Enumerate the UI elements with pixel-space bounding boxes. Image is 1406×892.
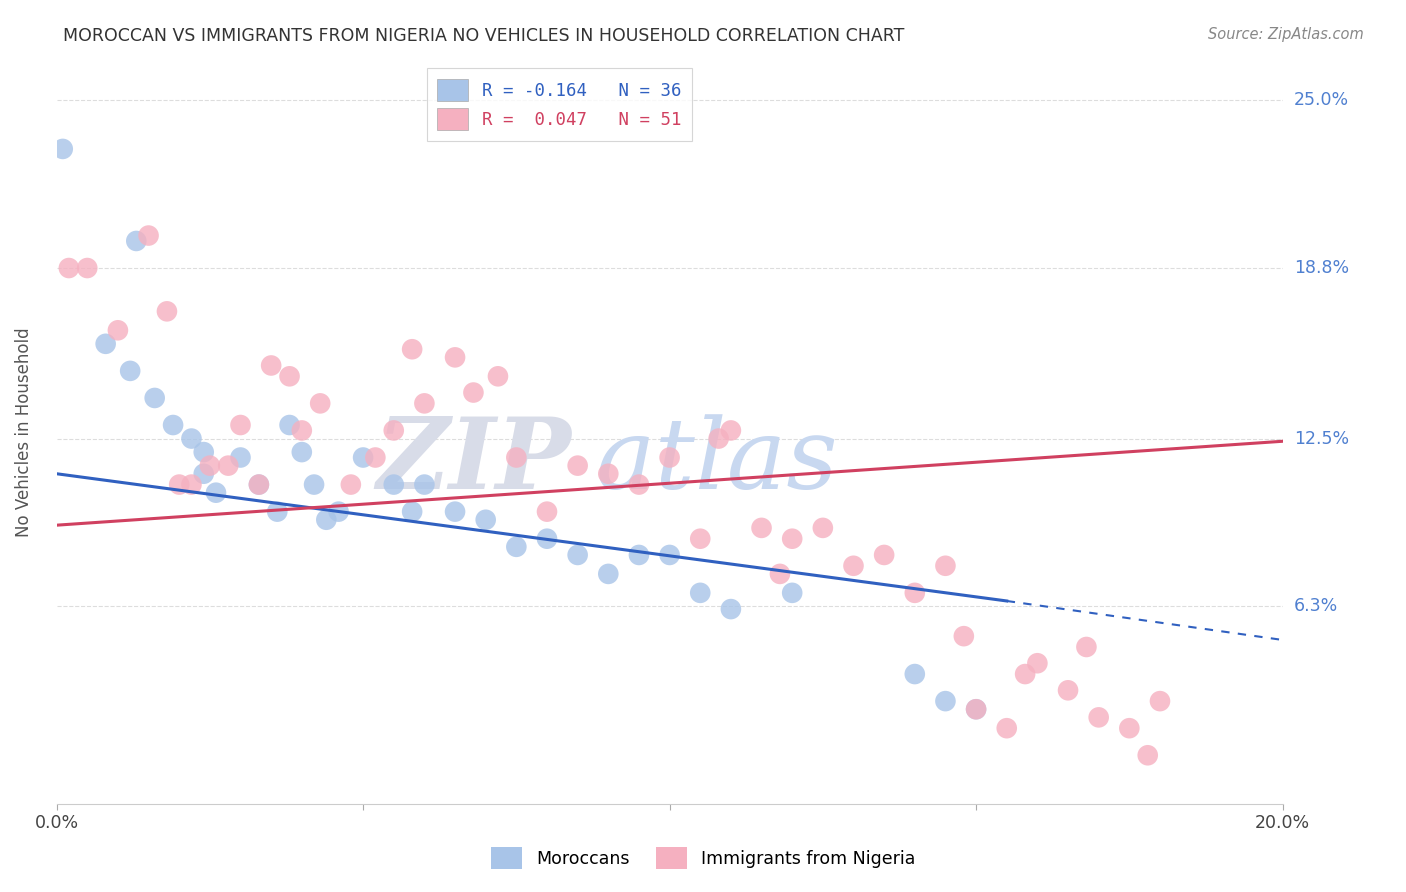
Point <box>291 424 314 438</box>
Legend: R = -0.164   N = 36, R =  0.047   N = 51: R = -0.164 N = 36, R = 0.047 N = 51 <box>426 69 692 141</box>
Point <box>536 505 558 519</box>
Point <box>904 667 927 681</box>
Point <box>474 513 496 527</box>
Point <box>658 450 681 465</box>
Point <box>364 450 387 465</box>
Point <box>205 485 228 500</box>
Point <box>52 142 75 156</box>
Point <box>167 477 190 491</box>
Point <box>953 629 976 643</box>
Point <box>598 566 620 581</box>
Point <box>352 450 374 465</box>
Point <box>965 702 987 716</box>
Text: Source: ZipAtlas.com: Source: ZipAtlas.com <box>1208 27 1364 42</box>
Text: ZIP: ZIP <box>377 413 571 510</box>
Point <box>328 505 350 519</box>
Point <box>842 558 865 573</box>
Point <box>278 369 301 384</box>
Point <box>811 521 834 535</box>
Point <box>291 445 314 459</box>
Point <box>340 477 363 491</box>
Point <box>229 450 252 465</box>
Point <box>309 396 332 410</box>
Point <box>567 548 589 562</box>
Point <box>193 445 215 459</box>
Point <box>156 304 179 318</box>
Text: 12.5%: 12.5% <box>1294 430 1348 448</box>
Text: 6.3%: 6.3% <box>1294 598 1339 615</box>
Point <box>444 351 467 365</box>
Point <box>198 458 221 473</box>
Point <box>505 450 527 465</box>
Point <box>193 467 215 481</box>
Point <box>266 505 288 519</box>
Point <box>1076 640 1098 654</box>
Point <box>260 359 283 373</box>
Point <box>1026 657 1049 671</box>
Point <box>689 532 711 546</box>
Point <box>934 694 956 708</box>
Point <box>658 548 681 562</box>
Point <box>904 586 927 600</box>
Point <box>413 477 436 491</box>
Point <box>689 586 711 600</box>
Point <box>769 566 792 581</box>
Point <box>1136 748 1159 763</box>
Point <box>707 432 730 446</box>
Point <box>162 417 184 432</box>
Point <box>463 385 485 400</box>
Y-axis label: No Vehicles in Household: No Vehicles in Household <box>15 327 32 537</box>
Point <box>567 458 589 473</box>
Point <box>382 477 405 491</box>
Point <box>598 467 620 481</box>
Point <box>444 505 467 519</box>
Point <box>873 548 896 562</box>
Point <box>107 323 129 337</box>
Point <box>58 260 80 275</box>
Point <box>1057 683 1080 698</box>
Point <box>138 228 160 243</box>
Point <box>143 391 166 405</box>
Point <box>995 721 1018 735</box>
Point <box>627 548 650 562</box>
Point <box>217 458 239 473</box>
Point <box>180 432 202 446</box>
Point <box>315 513 337 527</box>
Point <box>1087 710 1109 724</box>
Point <box>382 424 405 438</box>
Point <box>247 477 270 491</box>
Point <box>401 343 423 357</box>
Point <box>76 260 98 275</box>
Point <box>229 417 252 432</box>
Point <box>1118 721 1140 735</box>
Legend: Moroccans, Immigrants from Nigeria: Moroccans, Immigrants from Nigeria <box>484 840 922 876</box>
Point <box>125 234 148 248</box>
Point <box>247 477 270 491</box>
Text: 25.0%: 25.0% <box>1294 91 1348 109</box>
Point <box>536 532 558 546</box>
Text: 18.8%: 18.8% <box>1294 259 1348 277</box>
Point <box>413 396 436 410</box>
Point <box>751 521 773 535</box>
Point <box>278 417 301 432</box>
Point <box>302 477 325 491</box>
Point <box>94 336 117 351</box>
Point <box>780 532 803 546</box>
Point <box>720 602 742 616</box>
Point <box>486 369 509 384</box>
Point <box>180 477 202 491</box>
Text: atlas: atlas <box>596 414 839 509</box>
Point <box>965 702 987 716</box>
Point <box>934 558 956 573</box>
Text: MOROCCAN VS IMMIGRANTS FROM NIGERIA NO VEHICLES IN HOUSEHOLD CORRELATION CHART: MOROCCAN VS IMMIGRANTS FROM NIGERIA NO V… <box>63 27 904 45</box>
Point <box>780 586 803 600</box>
Point <box>505 540 527 554</box>
Point <box>720 424 742 438</box>
Point <box>401 505 423 519</box>
Point <box>120 364 142 378</box>
Point <box>1014 667 1036 681</box>
Point <box>627 477 650 491</box>
Point <box>1149 694 1171 708</box>
